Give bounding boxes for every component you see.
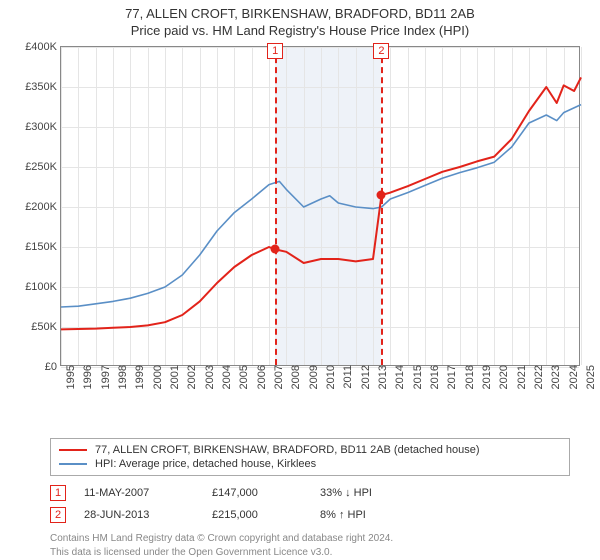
legend: 77, ALLEN CROFT, BIRKENSHAW, BRADFORD, B… [50,438,570,476]
x-axis-label: 2004 [217,365,233,389]
footer-line1: Contains HM Land Registry data © Crown c… [50,532,550,546]
chart-title-sub: Price paid vs. HM Land Registry's House … [10,23,590,38]
legend-label: HPI: Average price, detached house, Kirk… [95,458,316,470]
annotation-delta: 33% ↓ HPI [320,487,372,499]
x-axis-label: 2003 [200,365,216,389]
y-axis-label: £250K [25,161,61,173]
annotation-row: 2 28-JUN-2013 £215,000 8% ↑ HPI [50,504,550,526]
x-axis-label: 1999 [130,365,146,389]
annotation-date: 28-JUN-2013 [84,509,194,521]
x-axis-label: 2015 [408,365,424,389]
y-axis-label: £400K [25,41,61,53]
x-axis-label: 1997 [96,365,112,389]
x-axis-label: 2010 [321,365,337,389]
annotation-num-box: 1 [50,485,66,501]
x-axis-label: 2021 [512,365,528,389]
legend-label: 77, ALLEN CROFT, BIRKENSHAW, BRADFORD, B… [95,444,480,456]
x-axis-label: 2020 [494,365,510,389]
y-axis-label: £300K [25,121,61,133]
x-axis-label: 2022 [529,365,545,389]
annotation-row: 1 11-MAY-2007 £147,000 33% ↓ HPI [50,482,550,504]
footer-line2: This data is licensed under the Open Gov… [50,546,550,560]
annotation-num-box: 2 [50,507,66,523]
x-axis-label: 2012 [356,365,372,389]
event-vline [381,47,383,365]
x-axis-label: 2000 [148,365,164,389]
annotation-price: £147,000 [212,487,302,499]
title-block: 77, ALLEN CROFT, BIRKENSHAW, BRADFORD, B… [0,0,600,40]
annotation-date: 11-MAY-2007 [84,487,194,499]
series-svg [61,47,581,367]
chart-title-address: 77, ALLEN CROFT, BIRKENSHAW, BRADFORD, B… [10,6,590,21]
x-axis-label: 2019 [477,365,493,389]
x-axis-label: 1996 [78,365,94,389]
annotations-table: 1 11-MAY-2007 £147,000 33% ↓ HPI 2 28-JU… [50,482,550,526]
y-axis-label: £200K [25,201,61,213]
y-axis-label: £50K [31,321,61,333]
x-axis-label: 2005 [234,365,250,389]
y-axis-label: £100K [25,281,61,293]
legend-swatch [59,449,87,451]
x-axis-label: 2023 [546,365,562,389]
footer: Contains HM Land Registry data © Crown c… [50,532,550,559]
series-hpi [61,105,581,307]
legend-item-hpi: HPI: Average price, detached house, Kirk… [59,457,561,471]
x-axis-label: 2011 [338,365,354,389]
y-axis-label: £150K [25,241,61,253]
sale-marker-dot [271,245,280,254]
x-axis-label: 2024 [564,365,580,389]
x-axis-label: 2001 [165,365,181,389]
y-axis-label: £0 [45,361,61,373]
annotation-delta: 8% ↑ HPI [320,509,366,521]
x-axis-label: 2006 [252,365,268,389]
x-axis-label: 2013 [373,365,389,389]
x-axis-label: 2008 [286,365,302,389]
event-vline [275,47,277,365]
plot-area: £0£50K£100K£150K£200K£250K£300K£350K£400… [60,46,580,366]
series-price-paid [61,77,581,329]
event-number-box: 1 [267,43,283,59]
x-axis-label: 1998 [113,365,129,389]
chart: £0 £50K £100K £150K £200K £250K £300K £350K £400… [10,40,590,400]
x-axis-label: 2002 [182,365,198,389]
x-axis-label: 2016 [425,365,441,389]
x-axis-label: 2017 [442,365,458,389]
x-axis-label: 2025 [581,365,597,389]
y-axis-label: £350K [25,81,61,93]
x-axis-label: 2009 [304,365,320,389]
gridline [581,47,582,365]
sale-marker-dot [377,191,386,200]
x-axis-label: 2014 [390,365,406,389]
event-number-box: 2 [373,43,389,59]
x-axis-label: 1995 [61,365,77,389]
annotation-price: £215,000 [212,509,302,521]
x-axis-label: 2007 [269,365,285,389]
x-axis-label: 2018 [460,365,476,389]
legend-swatch [59,463,87,465]
legend-item-price-paid: 77, ALLEN CROFT, BIRKENSHAW, BRADFORD, B… [59,443,561,457]
